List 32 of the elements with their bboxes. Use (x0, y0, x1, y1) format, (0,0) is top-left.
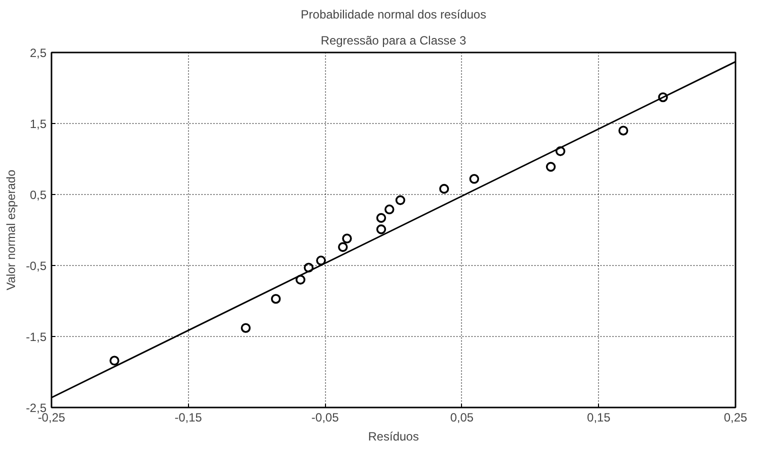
point (110, 356, 120, 366)
x-axis-title: Resíduos (368, 430, 419, 444)
y-tick-label: -0,5 (26, 259, 47, 273)
point (338, 242, 348, 252)
x-tick-label: -0,05 (311, 410, 340, 424)
point (469, 174, 480, 184)
y-tick-label: 1,5 (30, 117, 47, 131)
point (376, 213, 386, 223)
point (658, 92, 668, 102)
point (439, 184, 450, 194)
chart-title: Probabilidade normal dos resíduos (300, 8, 486, 22)
point (270, 294, 281, 304)
x-tick-label: 0,25 (724, 410, 748, 424)
point (395, 195, 406, 206)
x-tick-label: 0,05 (450, 410, 474, 424)
point (384, 204, 394, 214)
point (555, 146, 566, 156)
point (618, 126, 628, 136)
y-tick-label: -1,5 (26, 330, 47, 344)
y-axis-title: Valor normal esperado (4, 169, 18, 290)
x-tick-label: -0,15 (174, 410, 202, 424)
point (316, 256, 326, 266)
point (296, 274, 306, 285)
x-tick-label: 0,15 (587, 410, 611, 424)
point (304, 262, 314, 273)
y-tick-label: 0,5 (30, 188, 47, 202)
point (376, 224, 386, 234)
y-tick-label: 2,5 (30, 46, 47, 60)
chart-subtitle: Regressão para a Classe 3 (320, 34, 467, 48)
point (546, 162, 556, 172)
point (240, 323, 251, 333)
point (342, 234, 352, 244)
